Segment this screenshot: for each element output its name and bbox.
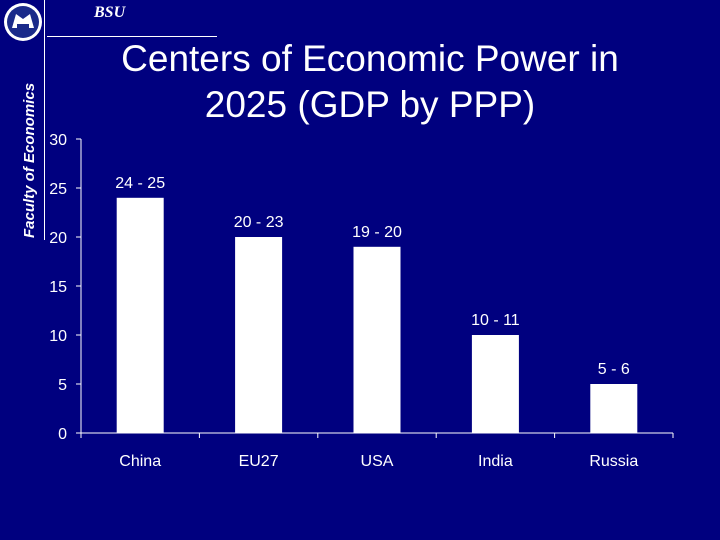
university-logo — [4, 3, 42, 41]
data-label: 5 - 6 — [598, 361, 630, 378]
data-label: 24 - 25 — [115, 175, 165, 192]
y-tick-label: 20 — [49, 230, 67, 247]
x-tick-label: Russia — [589, 453, 638, 470]
y-tick-label: 10 — [49, 328, 67, 345]
y-tick-label: 0 — [58, 426, 67, 443]
data-label: 19 - 20 — [352, 224, 402, 241]
slide-title: Centers of Economic Power in 2025 (GDP b… — [60, 36, 680, 128]
data-label: 10 - 11 — [471, 312, 520, 329]
x-tick-label: China — [119, 453, 161, 470]
data-label: 20 - 23 — [234, 214, 284, 231]
bar-usa — [353, 246, 401, 433]
x-tick-label: USA — [361, 453, 394, 470]
y-tick-label: 15 — [49, 279, 67, 296]
y-tick-label: 5 — [58, 377, 67, 394]
org-name: BSU — [94, 4, 126, 21]
y-tick-label: 30 — [49, 132, 67, 149]
slide-title-line-1: Centers of Economic Power in — [121, 38, 619, 79]
side-divider — [44, 0, 45, 240]
bar-eu27 — [235, 237, 283, 433]
y-tick-label: 25 — [49, 181, 67, 198]
bar-china — [116, 197, 164, 433]
header-divider — [47, 36, 217, 37]
x-tick-label: India — [478, 453, 513, 470]
x-tick-label: EU27 — [239, 453, 279, 470]
bar-russia — [590, 384, 638, 433]
slide-title-line-2: 2025 (GDP by PPP) — [204, 84, 536, 125]
bar-india — [471, 335, 519, 433]
